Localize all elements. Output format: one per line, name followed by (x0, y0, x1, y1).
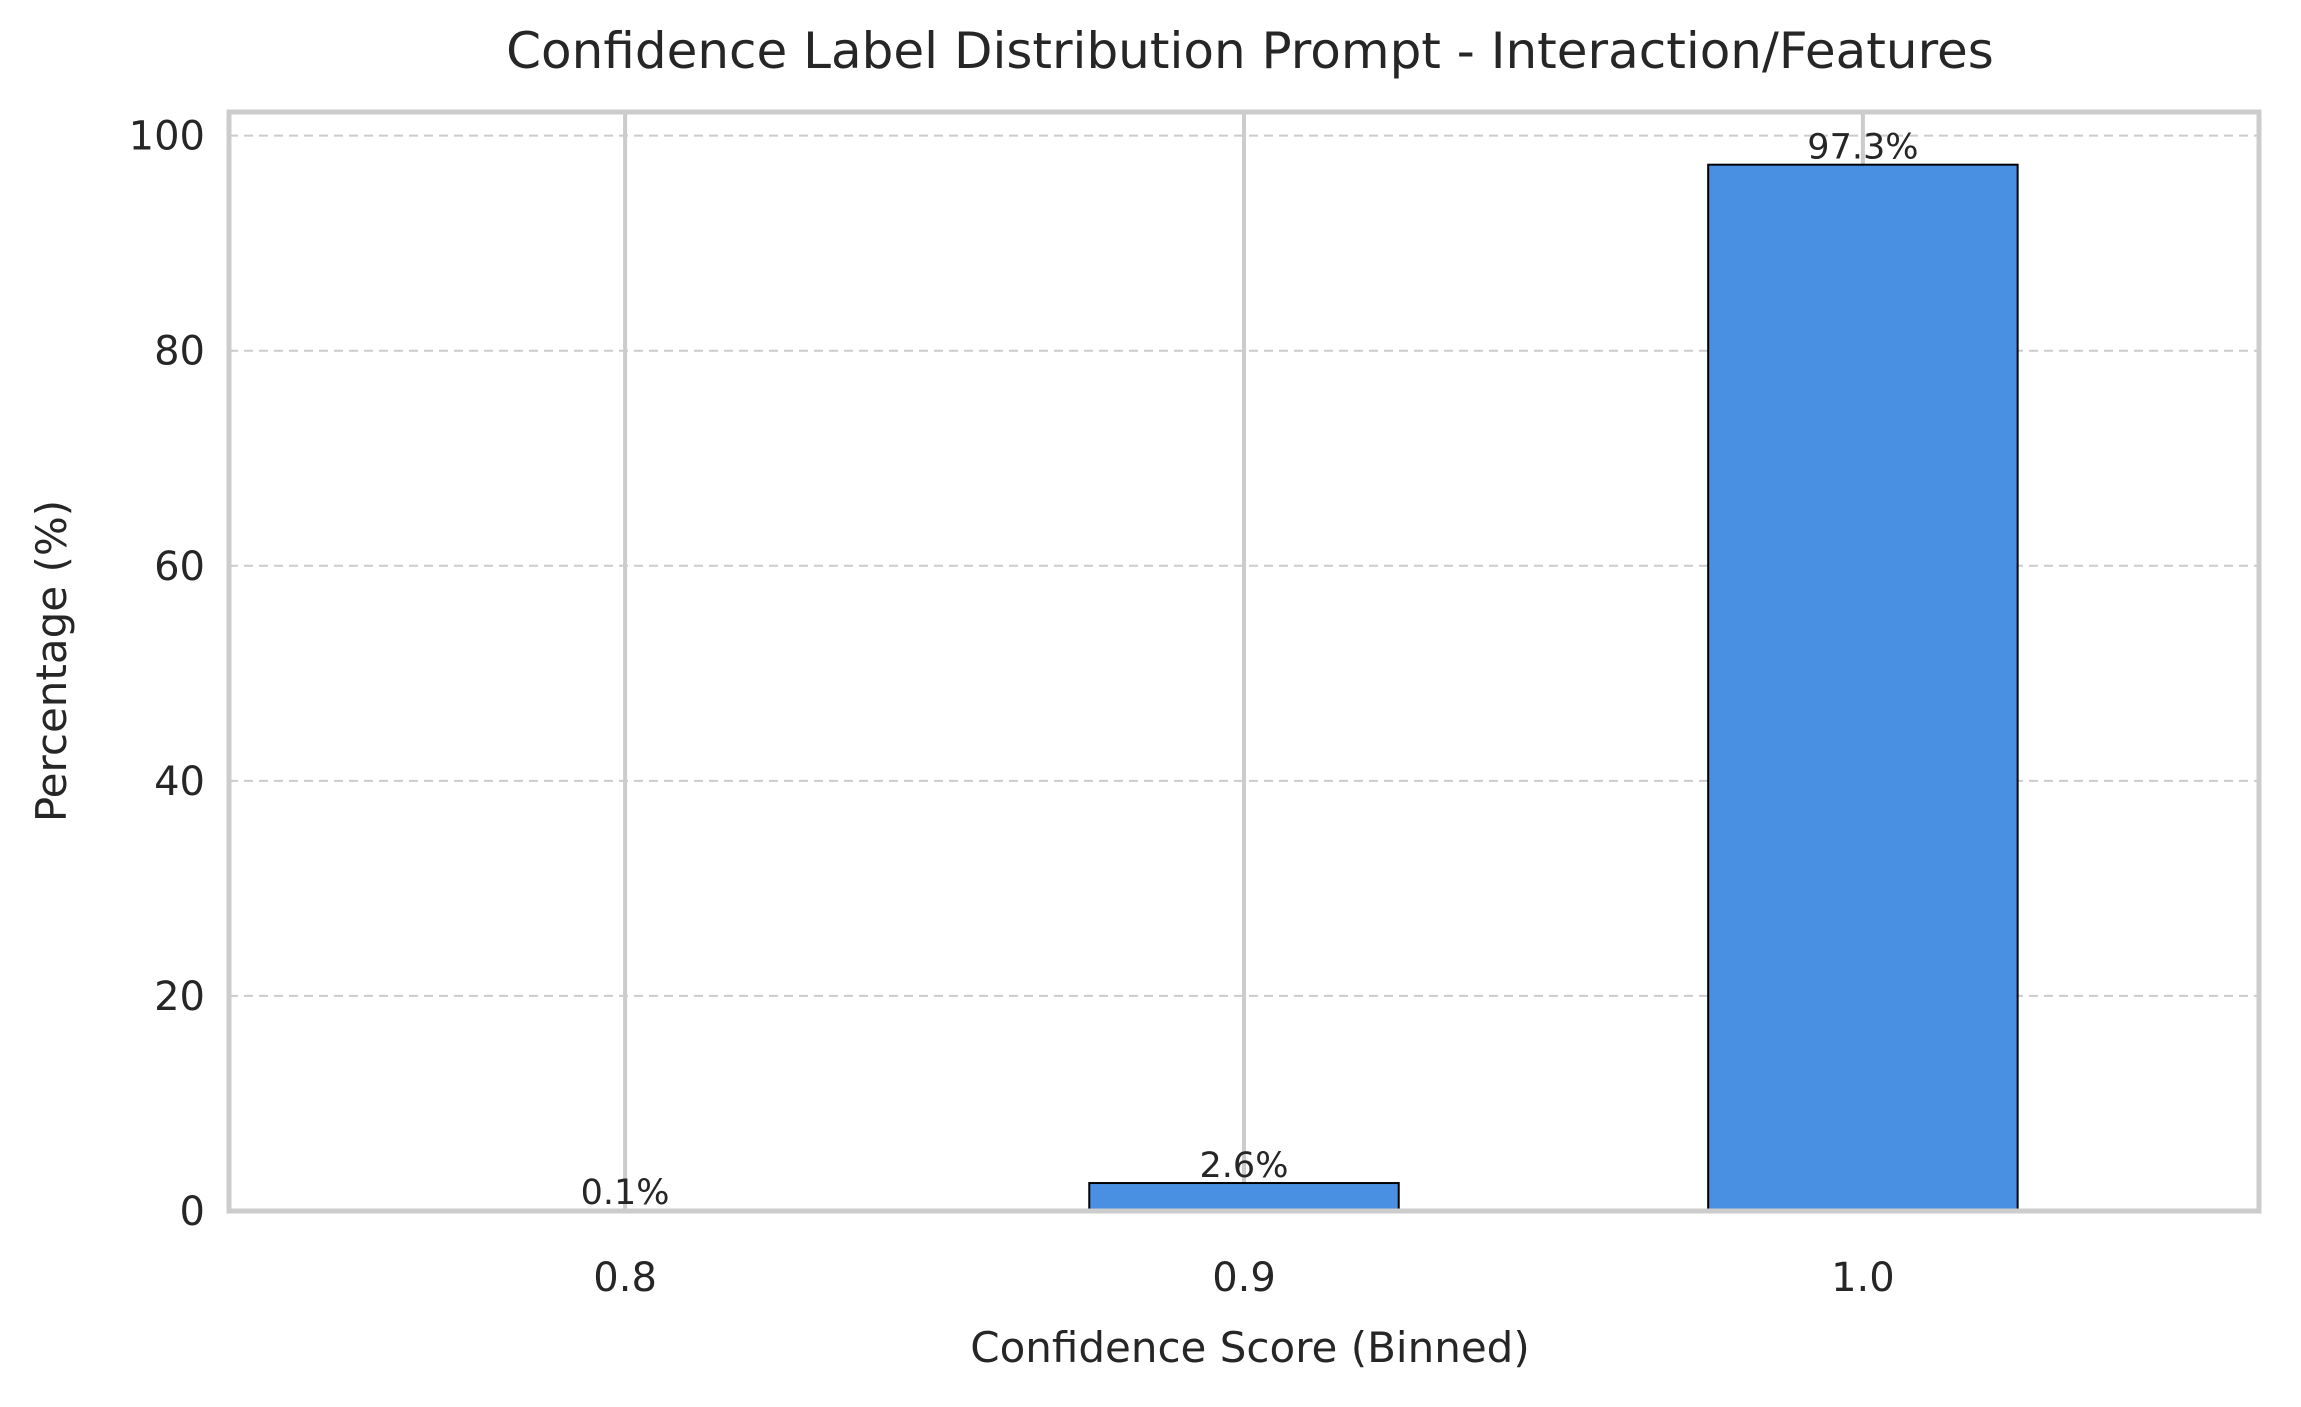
chart-title: Confidence Label Distribution Prompt - I… (506, 22, 1994, 80)
x-tick-label: 0.8 (593, 1255, 657, 1301)
bar-value-label: 0.1% (581, 1173, 670, 1213)
y-tick-label: 100 (129, 114, 205, 160)
y-axis-label: Percentage (%) (27, 500, 76, 822)
y-tick-label: 0 (180, 1189, 205, 1235)
y-tick-label: 60 (154, 544, 205, 590)
y-tick-label: 80 (154, 329, 205, 375)
label-layer: 0.1% 2.6% 97.3% (581, 128, 1919, 1213)
y-tick-label: 40 (154, 759, 205, 805)
x-tick-label: 0.9 (1212, 1255, 1276, 1301)
plot-frame (226, 109, 2262, 1214)
bar-layer (469, 163, 2019, 1213)
bar-value-label: 2.6% (1200, 1146, 1289, 1186)
bar (1707, 163, 2019, 1213)
bar (1088, 1182, 1400, 1213)
bar-value-label: 97.3% (1807, 128, 1918, 168)
x-tick-label: 1.0 (1831, 1255, 1895, 1301)
x-axis-label: Confidence Score (Binned) (970, 1323, 1529, 1372)
tick-layer: 0 20 40 60 80 100 0.8 0.9 1.0 (129, 114, 1895, 1301)
y-tick-label: 20 (154, 974, 205, 1020)
